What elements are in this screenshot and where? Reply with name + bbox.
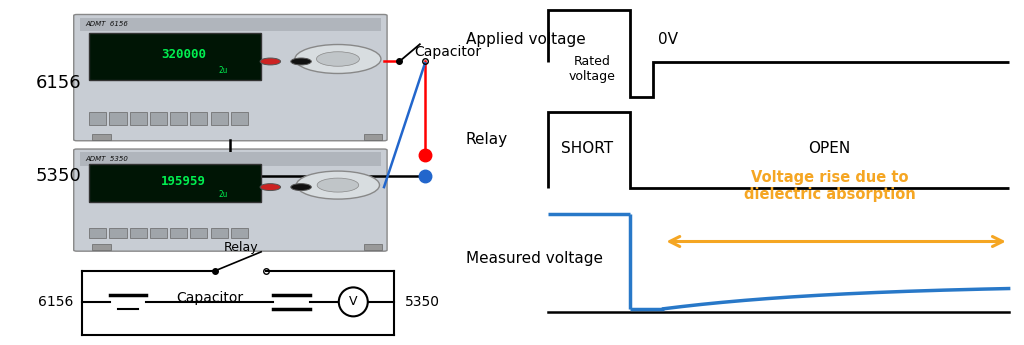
Bar bbox=[130, 112, 146, 125]
Circle shape bbox=[260, 184, 281, 190]
Bar bbox=[190, 112, 208, 125]
Text: Measured voltage: Measured voltage bbox=[466, 251, 603, 266]
Text: 2u: 2u bbox=[219, 66, 228, 75]
Bar bbox=[92, 244, 111, 250]
FancyBboxPatch shape bbox=[74, 149, 387, 251]
Circle shape bbox=[291, 184, 311, 190]
Text: Applied voltage: Applied voltage bbox=[466, 32, 586, 47]
Text: Voltage rise due to
dielectric absorption: Voltage rise due to dielectric absorptio… bbox=[743, 170, 915, 203]
Text: 6156: 6156 bbox=[38, 295, 74, 309]
Bar bbox=[80, 152, 381, 166]
Bar bbox=[230, 112, 248, 125]
Text: 6156: 6156 bbox=[36, 74, 82, 92]
Bar bbox=[211, 228, 227, 238]
Bar bbox=[150, 112, 167, 125]
Bar bbox=[89, 112, 106, 125]
Bar bbox=[170, 228, 187, 238]
Circle shape bbox=[316, 52, 359, 66]
Bar bbox=[190, 228, 208, 238]
Text: V: V bbox=[349, 295, 357, 308]
Bar bbox=[150, 228, 167, 238]
Bar bbox=[230, 228, 248, 238]
Ellipse shape bbox=[339, 287, 368, 316]
Text: 2u: 2u bbox=[219, 190, 228, 199]
Text: ADMT  6156: ADMT 6156 bbox=[85, 21, 128, 28]
Text: ADMT  5350: ADMT 5350 bbox=[85, 156, 128, 162]
FancyBboxPatch shape bbox=[74, 14, 387, 141]
Bar bbox=[130, 228, 146, 238]
Text: Relay: Relay bbox=[466, 132, 508, 147]
Bar bbox=[364, 134, 382, 140]
Bar bbox=[92, 134, 111, 140]
Text: Capacitor: Capacitor bbox=[176, 292, 244, 305]
Bar bbox=[110, 228, 127, 238]
Bar bbox=[364, 244, 382, 250]
Text: 0V: 0V bbox=[658, 32, 679, 47]
Text: Relay: Relay bbox=[223, 240, 258, 254]
Circle shape bbox=[291, 58, 311, 65]
Circle shape bbox=[296, 171, 380, 199]
Text: 320000: 320000 bbox=[161, 48, 206, 61]
Bar bbox=[89, 33, 261, 80]
Bar bbox=[110, 112, 127, 125]
Bar bbox=[211, 112, 227, 125]
Bar bbox=[89, 228, 106, 238]
Text: 5350: 5350 bbox=[404, 295, 439, 309]
Bar bbox=[80, 18, 381, 31]
Circle shape bbox=[317, 178, 358, 192]
Text: OPEN: OPEN bbox=[808, 141, 851, 156]
Circle shape bbox=[295, 45, 381, 73]
Text: Capacitor: Capacitor bbox=[415, 45, 482, 59]
Text: SHORT: SHORT bbox=[561, 141, 612, 156]
Circle shape bbox=[260, 58, 281, 65]
Text: 5350: 5350 bbox=[36, 167, 82, 185]
Bar bbox=[170, 112, 187, 125]
Bar bbox=[89, 164, 261, 202]
Text: 195959: 195959 bbox=[161, 175, 206, 188]
Text: Rated
voltage: Rated voltage bbox=[568, 55, 615, 83]
